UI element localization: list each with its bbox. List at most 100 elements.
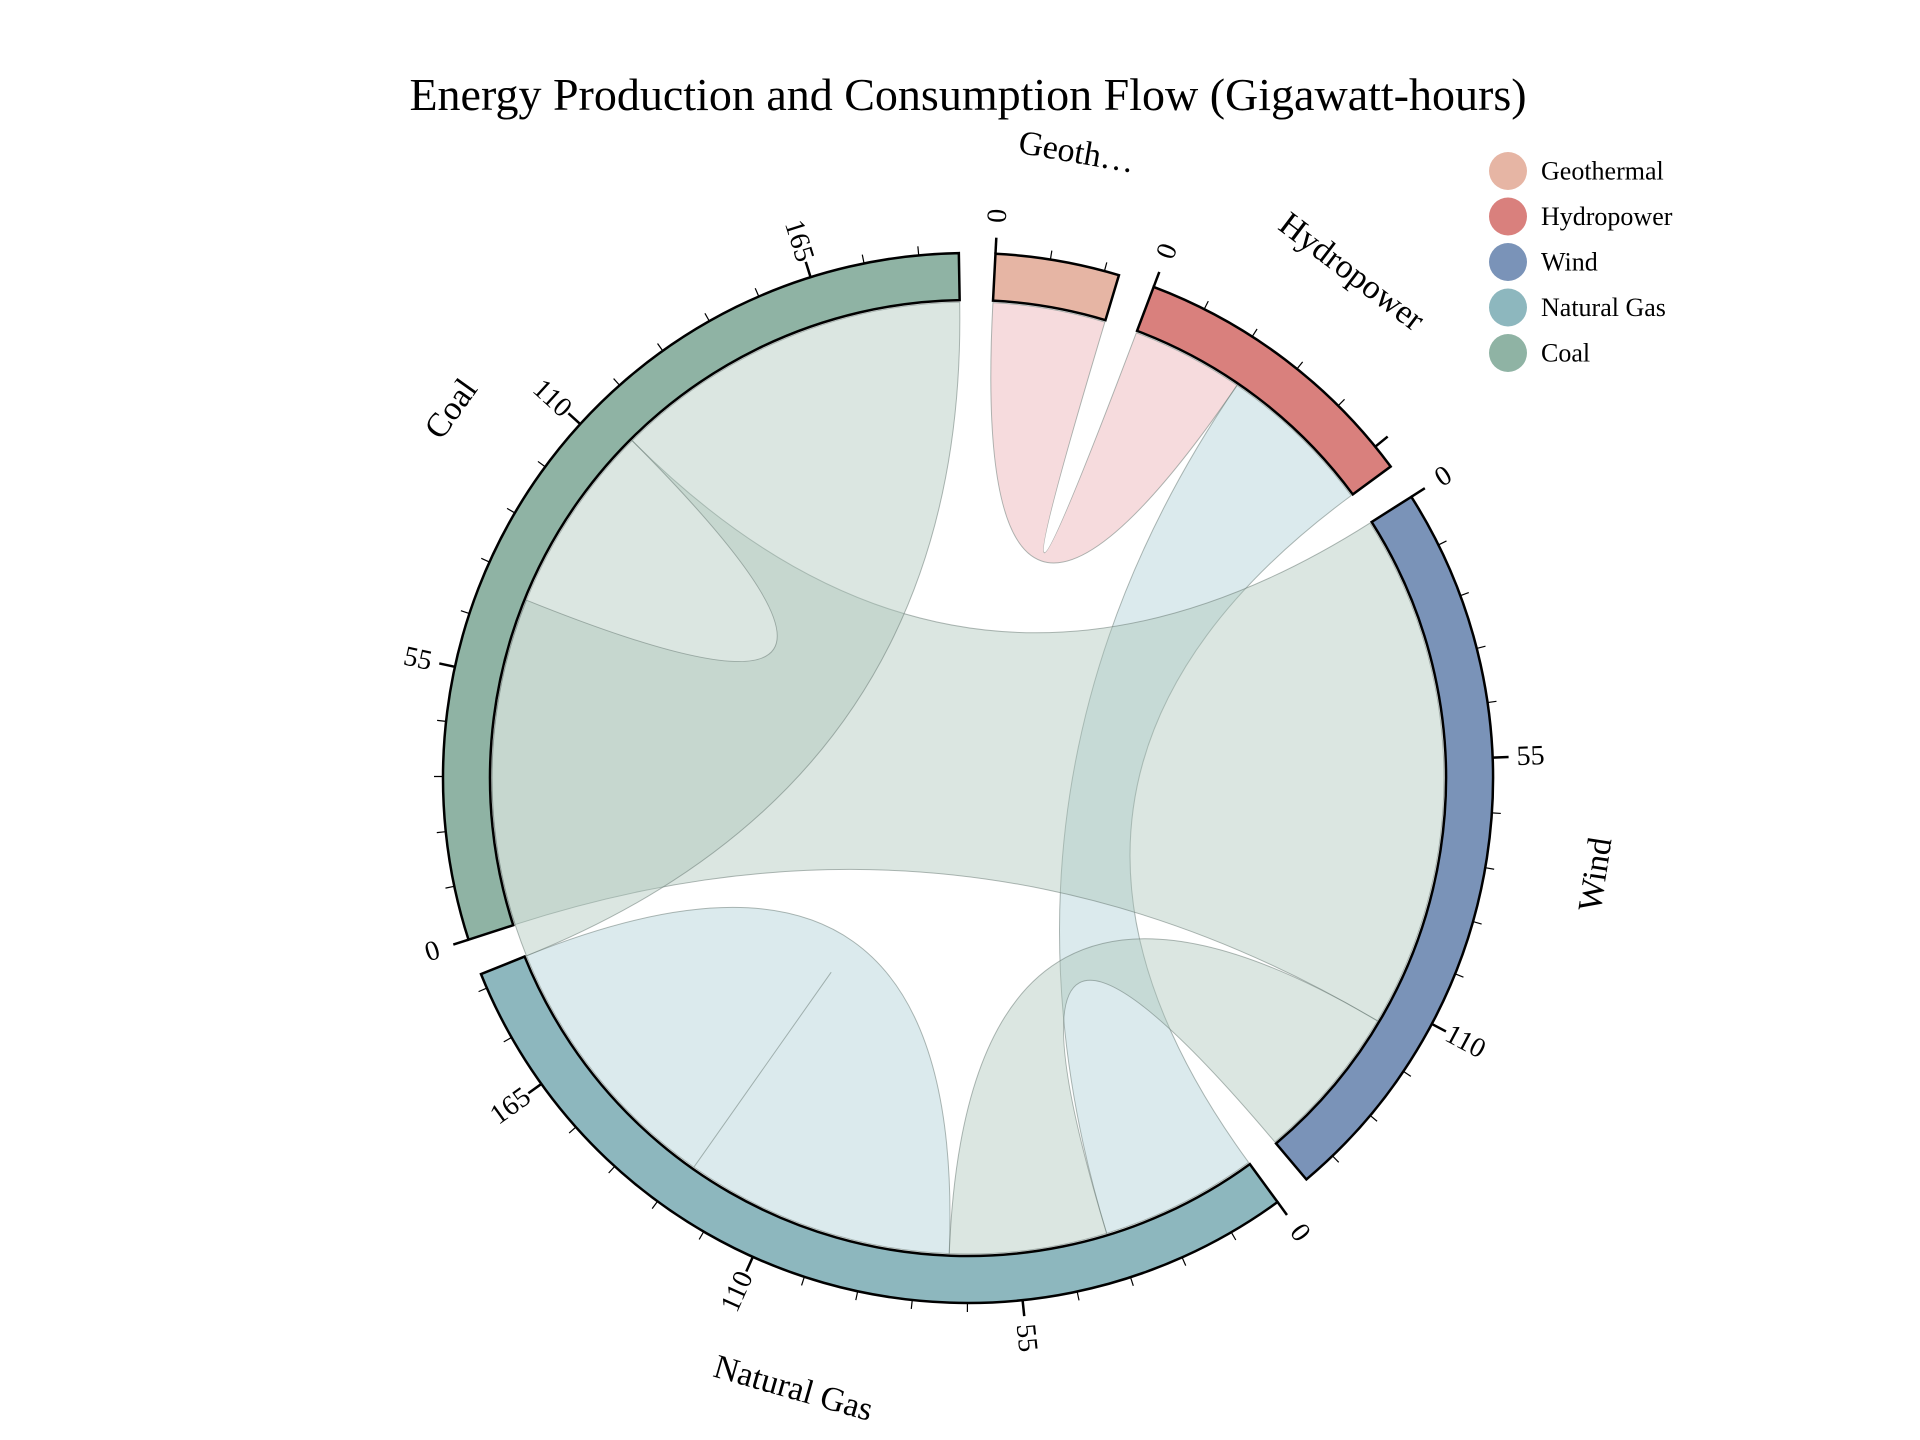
tick-mark-wind xyxy=(1431,1022,1447,1033)
tick-mark-wind xyxy=(1491,812,1501,815)
tick-label-coal-165: 165 xyxy=(778,216,820,265)
tick-mark-coal xyxy=(754,287,760,297)
ribbon-geothermal-to-hydropower xyxy=(990,302,1238,564)
legend-label-natural-gas: Natural Gas xyxy=(1541,293,1666,322)
ribbon-natural-gas-to-natural-gas xyxy=(525,906,951,1255)
tick-mark-wind xyxy=(1460,591,1469,597)
legend-swatch-geothermal xyxy=(1489,152,1527,190)
tick-mark-coal xyxy=(452,938,469,946)
tick-mark-natural-gas xyxy=(1276,1201,1288,1216)
tick-mark-coal xyxy=(437,719,447,722)
group-label-geothermal: Geoth… xyxy=(1016,124,1138,180)
tick-label-natural-gas-110: 110 xyxy=(715,1267,760,1317)
tick-mark-wind xyxy=(1454,973,1464,978)
tick-mark-natural-gas xyxy=(651,1200,658,1209)
arcs-layer xyxy=(441,251,1495,1305)
tick-label-wind-55: 55 xyxy=(1516,740,1545,772)
arc-hydropower xyxy=(1135,285,1393,497)
legend-swatch-hydropower xyxy=(1489,197,1527,236)
tick-mark-hydropower xyxy=(1203,300,1209,310)
tick-mark-hydropower xyxy=(1152,271,1161,288)
tick-mark-hydropower xyxy=(1251,328,1258,337)
ribbon-hydropower-to-natural-gas xyxy=(1059,384,1352,1234)
legend-label-geothermal: Geothermal xyxy=(1541,157,1664,186)
tick-mark-wind xyxy=(1410,487,1426,498)
tick-mark-geothermal xyxy=(994,237,998,254)
tick-label-natural-gas-165: 165 xyxy=(484,1081,536,1131)
tick-mark-hydropower xyxy=(1296,361,1304,370)
tick-mark-natural-gas xyxy=(503,1036,512,1043)
tick-mark-natural-gas xyxy=(1181,1257,1187,1266)
tick-mark-coal xyxy=(436,831,446,834)
tick-mark-geothermal xyxy=(1103,262,1108,272)
tick-mark-natural-gas xyxy=(478,987,488,993)
tick-label-wind-110: 110 xyxy=(1440,1018,1491,1065)
ribbon-wind-to-coal xyxy=(491,439,1445,1022)
tick-label-natural-gas-55: 55 xyxy=(1010,1322,1044,1353)
legend-label-wind: Wind xyxy=(1541,248,1598,277)
legend-swatch-natural-gas xyxy=(1489,288,1527,327)
tick-mark-natural-gas xyxy=(800,1276,805,1286)
tick-mark-wind xyxy=(1476,645,1486,649)
tick-label-hydropower-0: 0 xyxy=(1150,239,1184,263)
tick-mark-natural-gas xyxy=(910,1299,913,1310)
legend-swatch-wind xyxy=(1489,243,1527,281)
tick-mark-natural-gas xyxy=(1230,1231,1237,1241)
tick-mark-natural-gas xyxy=(1129,1277,1134,1286)
ribbon-wind-to-natural-gas xyxy=(948,938,1379,1255)
tick-mark-coal xyxy=(613,378,621,386)
tick-mark-coal xyxy=(460,610,470,615)
group-label-hydropower: Hydropower xyxy=(1272,205,1432,339)
legend: Geothermal Hydropower Wind Natural Gas Coal xyxy=(1489,152,1673,372)
arc-natural-gas xyxy=(479,954,1280,1305)
tick-mark-geothermal xyxy=(1049,250,1053,260)
chart-title: Energy Production and Consumption Flow (… xyxy=(409,69,1526,120)
tick-label-wind-0: 0 xyxy=(1429,460,1457,494)
tick-mark-natural-gas xyxy=(608,1165,616,1174)
tick-label-natural-gas-0: 0 xyxy=(1283,1218,1316,1248)
tick-label-coal-0: 0 xyxy=(421,934,444,968)
arc-geothermal xyxy=(991,252,1121,322)
tick-label-coal-55: 55 xyxy=(401,641,435,677)
tick-mark-hydropower xyxy=(1337,398,1345,407)
arc-wind xyxy=(1274,495,1495,1182)
legend-label-hydropower: Hydropower xyxy=(1541,202,1673,231)
tick-mark-hydropower xyxy=(1374,435,1389,448)
tick-mark-natural-gas xyxy=(527,1082,543,1095)
tick-mark-wind xyxy=(1485,867,1495,870)
legend-swatch-coal xyxy=(1489,334,1527,372)
group-label-coal: Coal xyxy=(418,372,485,446)
tick-mark-wind xyxy=(1472,920,1482,925)
legend-label-coal: Coal xyxy=(1541,339,1590,368)
tick-mark-coal xyxy=(439,662,456,669)
tick-mark-natural-gas xyxy=(745,1256,754,1272)
tick-mark-wind xyxy=(1487,700,1497,704)
tick-mark-coal xyxy=(481,557,490,563)
tick-mark-coal xyxy=(804,261,812,278)
group-label-natural-gas: Natural Gas xyxy=(710,1348,877,1429)
tick-mark-coal xyxy=(567,412,582,426)
tick-mark-wind xyxy=(1332,1155,1340,1163)
ribbons-layer xyxy=(491,301,1445,1255)
tick-mark-natural-gas xyxy=(568,1126,577,1134)
group-label-wind: Wind xyxy=(1572,835,1620,914)
tick-mark-natural-gas xyxy=(1021,1300,1026,1317)
tick-mark-natural-gas xyxy=(1076,1291,1080,1301)
tick-mark-wind xyxy=(1492,755,1509,759)
tick-mark-coal xyxy=(861,254,865,264)
tick-mark-coal xyxy=(704,313,710,322)
tick-mark-coal xyxy=(657,343,664,352)
tick-mark-coal xyxy=(917,246,920,256)
tick-mark-coal xyxy=(445,885,455,889)
ribbon-coal-to-natural-gas xyxy=(491,301,961,957)
tick-mark-coal xyxy=(537,460,546,468)
tick-mark-coal xyxy=(506,507,516,514)
tick-mark-natural-gas xyxy=(698,1231,705,1240)
tick-mark-wind xyxy=(1369,1115,1378,1122)
tick-label-geothermal-0: 0 xyxy=(982,208,1014,224)
tick-mark-wind xyxy=(1403,1070,1412,1077)
tick-mark-natural-gas xyxy=(855,1291,859,1301)
tick-mark-wind xyxy=(1438,540,1447,546)
